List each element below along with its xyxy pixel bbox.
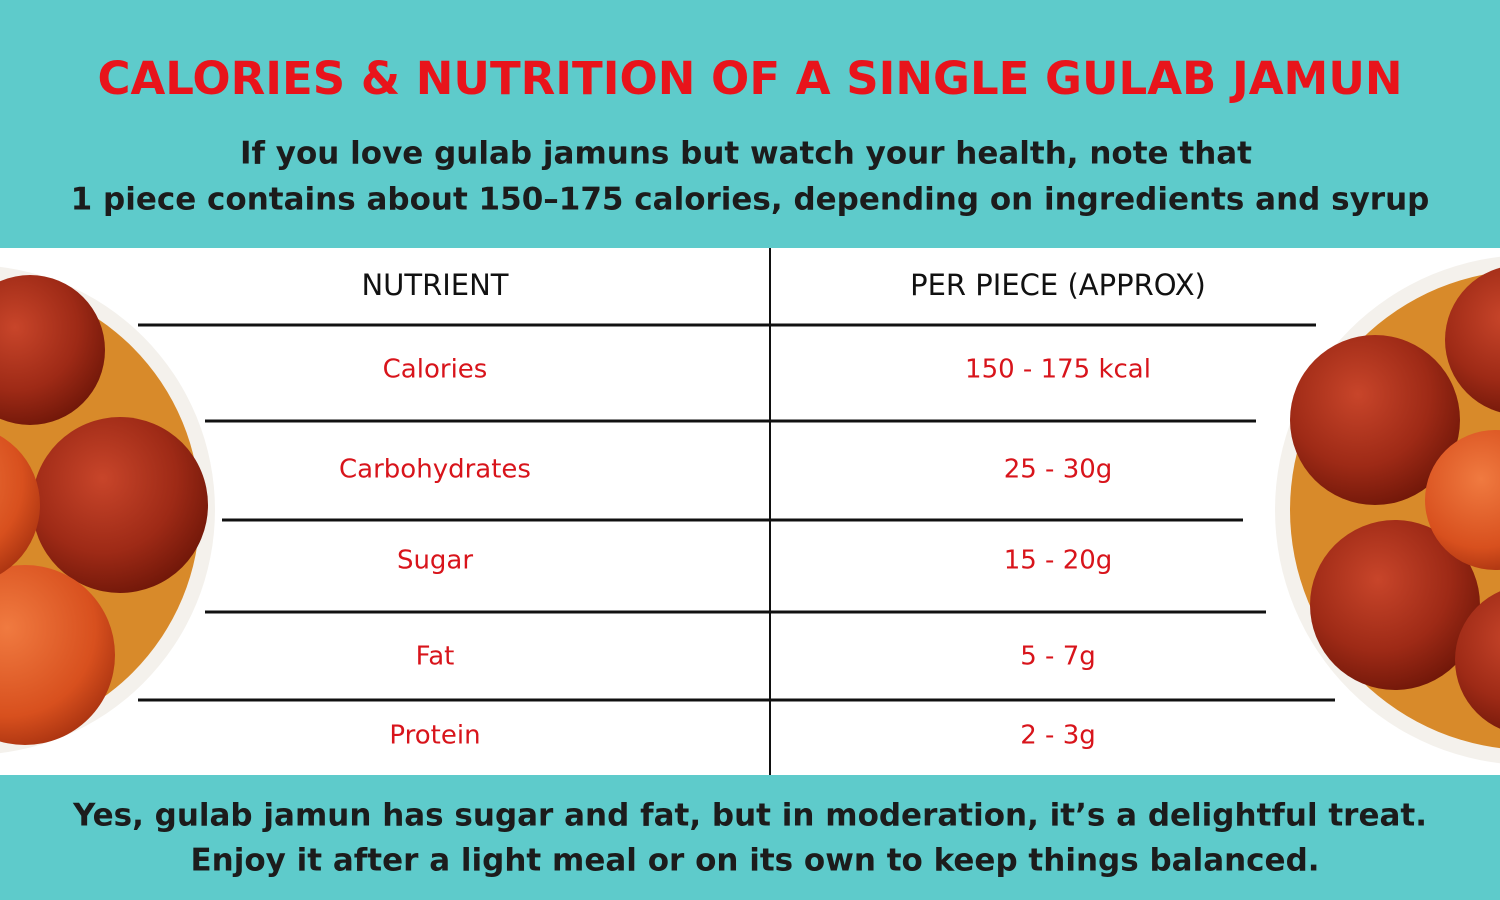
nutrient-name: Calories	[383, 355, 488, 385]
column-header: PER PIECE (APPROX)	[910, 268, 1206, 302]
nutrient-amount: 5 - 7g	[1020, 642, 1096, 672]
nutrient-amount: 150 - 175 kcal	[965, 355, 1151, 385]
subtitle: 1 piece contains about 150–175 calories,…	[71, 182, 1430, 218]
title: CALORIES & NUTRITION OF A SINGLE GULAB J…	[97, 52, 1402, 105]
nutrient-name: Protein	[389, 721, 480, 751]
table-panel	[0, 248, 1500, 775]
subtitle: If you love gulab jamuns but watch your …	[240, 136, 1252, 172]
nutrient-name: Fat	[416, 642, 455, 672]
nutrient-amount: 25 - 30g	[1004, 455, 1113, 485]
table-body: Calories 150 - 175 kcal Carbohydrates 25 - …	[138, 355, 1335, 751]
nutrient-name: Sugar	[397, 546, 473, 576]
right-bowl	[1275, 256, 1500, 764]
footer-text: Yes, gulab jamun has sugar and fat, but …	[72, 798, 1427, 834]
nutrient-amount: 15 - 20g	[1004, 546, 1113, 576]
nutrient-amount: 2 - 3g	[1020, 721, 1096, 751]
nutrient-name: Carbohydrates	[339, 455, 531, 485]
footer-text: Enjoy it after a light meal or on its ow…	[190, 843, 1319, 879]
left-bowl	[0, 266, 215, 754]
column-header: NUTRIENT	[361, 268, 508, 302]
